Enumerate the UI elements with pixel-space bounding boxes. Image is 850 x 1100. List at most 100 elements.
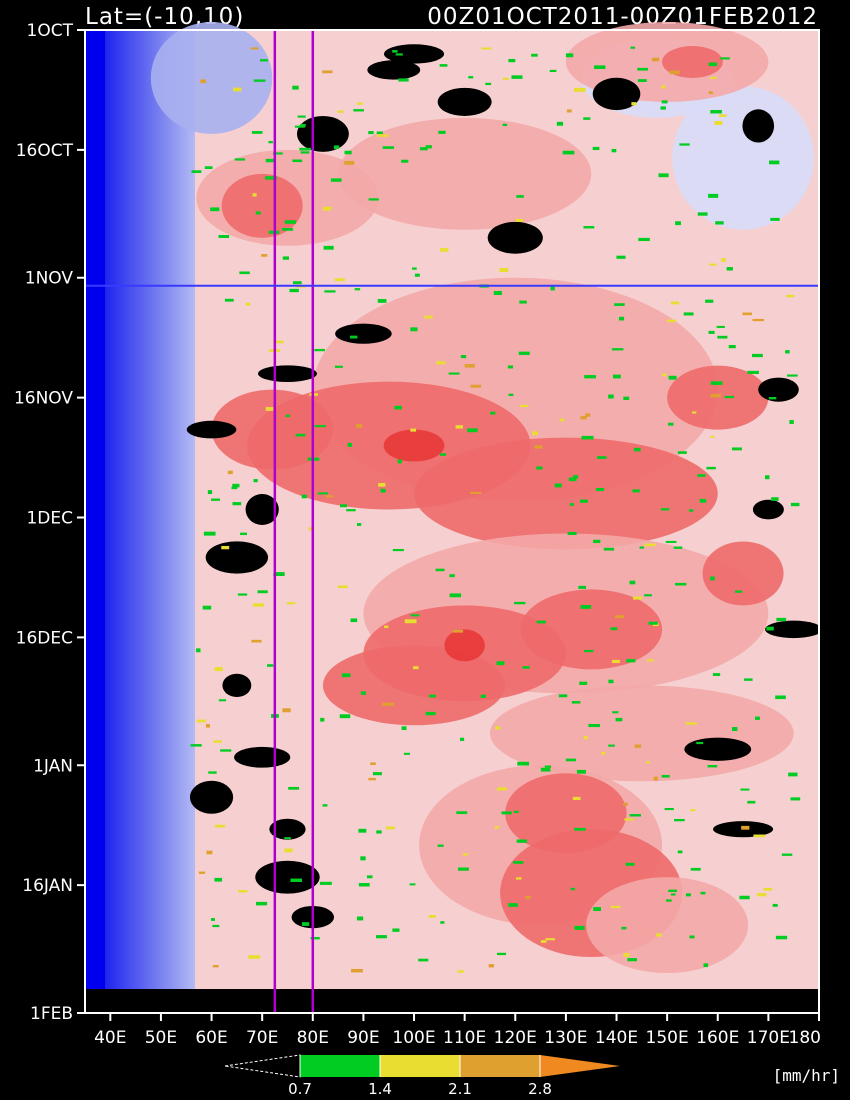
speckle	[239, 271, 250, 275]
speckle	[469, 491, 482, 494]
speckle	[709, 263, 717, 266]
x-tick-label: 100E	[392, 1028, 435, 1048]
speckle	[516, 877, 522, 880]
speckle	[314, 425, 327, 428]
x-tick-label: 50E	[145, 1028, 177, 1048]
speckle	[502, 77, 509, 80]
speckle	[322, 804, 328, 807]
colorbar-bin	[300, 1055, 380, 1077]
speckle	[218, 699, 227, 702]
speckle	[428, 914, 436, 918]
speckle	[685, 893, 691, 897]
speckle	[499, 268, 509, 273]
speckle	[351, 968, 363, 973]
speckle	[356, 523, 362, 526]
dry-patch-0	[367, 60, 421, 80]
speckle	[789, 420, 794, 424]
speckle	[301, 922, 310, 926]
speckle	[214, 877, 223, 882]
dry-patch-21	[384, 44, 445, 64]
speckle	[368, 777, 376, 781]
speckle	[623, 953, 630, 957]
speckle	[721, 258, 726, 262]
speckle	[692, 411, 697, 414]
speckle	[251, 131, 263, 134]
speckle	[519, 404, 529, 408]
speckle	[677, 451, 687, 454]
speckle	[268, 141, 273, 144]
rain-rate-speckles	[190, 46, 801, 973]
field-blob-1	[672, 85, 814, 230]
x-tick-label: 80E	[297, 1028, 329, 1048]
y-tick-label: 16NOV	[14, 389, 73, 409]
speckle	[668, 375, 677, 380]
speckle	[615, 717, 623, 722]
speckle	[610, 627, 618, 631]
speckle	[460, 355, 467, 359]
speckle	[459, 737, 465, 741]
speckle	[608, 744, 615, 747]
speckle	[256, 901, 268, 906]
speckle	[612, 711, 619, 714]
speckle	[583, 226, 595, 229]
speckle	[637, 67, 648, 71]
speckle	[531, 53, 538, 57]
speckle	[485, 82, 492, 86]
speckle	[410, 614, 420, 617]
speckle	[220, 749, 232, 752]
speckle	[764, 475, 770, 480]
colorbar-label: 1.4	[368, 1080, 392, 1098]
dry-patch-17	[758, 377, 799, 402]
speckle	[595, 488, 605, 492]
chart-title-right: 00Z01OCT2011-00Z01FEB2012	[427, 4, 818, 30]
speckle	[320, 717, 325, 722]
speckle	[252, 193, 257, 197]
speckle	[689, 935, 695, 939]
speckle	[661, 373, 667, 377]
speckle	[196, 719, 207, 723]
speckle	[438, 130, 446, 134]
field-blob-7	[662, 45, 723, 78]
speckle	[452, 629, 464, 633]
speckle	[708, 91, 713, 95]
speckle	[556, 121, 564, 126]
speckle	[673, 546, 683, 549]
y-tick-label: 16DEC	[16, 628, 73, 648]
speckle	[212, 965, 219, 968]
speckle	[324, 290, 336, 293]
speckle	[511, 75, 523, 79]
speckle	[790, 797, 801, 801]
speckle	[522, 666, 530, 669]
speckle	[579, 681, 588, 685]
speckle	[639, 546, 644, 549]
speckle	[358, 883, 370, 887]
speckle	[385, 826, 395, 830]
speckle	[382, 702, 395, 706]
speckle	[253, 79, 266, 82]
speckle	[397, 459, 402, 464]
speckle	[238, 889, 248, 893]
y-tick-label: 1DEC	[26, 509, 73, 529]
speckle	[207, 490, 213, 495]
dry-patch-18	[684, 737, 752, 761]
dry-patch-4	[487, 221, 543, 254]
speckle	[455, 425, 464, 429]
speckle	[204, 166, 213, 169]
speckle	[623, 396, 630, 401]
speckle	[534, 445, 543, 449]
x-tick-label: 140E	[595, 1028, 638, 1048]
dry-patch-7	[186, 420, 237, 439]
speckle	[200, 79, 207, 84]
speckle	[227, 470, 233, 475]
speckle	[712, 673, 721, 676]
speckle	[237, 593, 248, 596]
speckle	[401, 159, 409, 163]
speckle	[747, 800, 756, 804]
speckle	[284, 220, 296, 224]
speckle	[257, 590, 268, 594]
speckle	[255, 211, 261, 215]
speckle	[709, 76, 717, 79]
speckle	[502, 123, 508, 126]
speckle	[330, 178, 342, 182]
